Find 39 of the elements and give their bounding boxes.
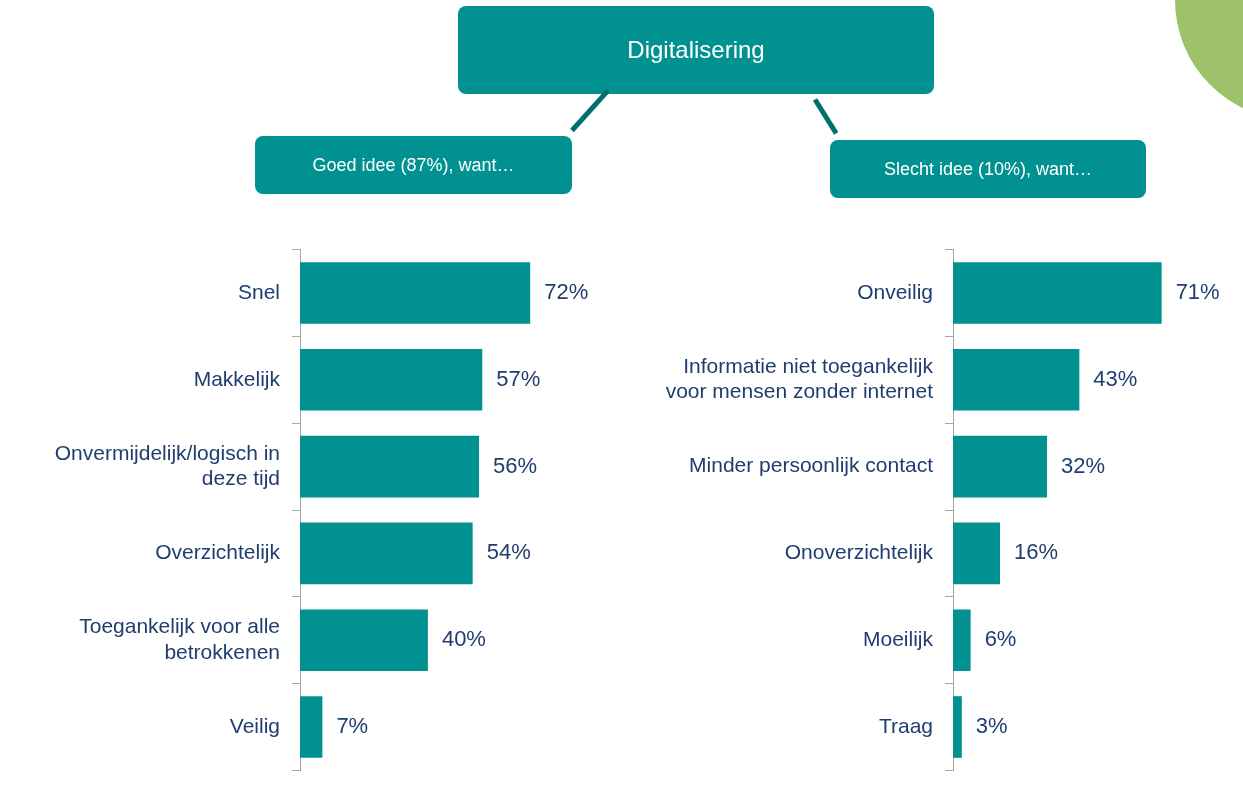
data-label: 43%: [1093, 365, 1138, 391]
bar: [953, 609, 971, 672]
y-tick-label: Snel: [237, 279, 280, 303]
chart-subtitle: Slecht idee (10%), want…: [830, 140, 1146, 198]
bar: [953, 348, 1080, 411]
y-tick-label: Traag: [878, 713, 933, 737]
y-tick-label: Onoverzichtelijk: [784, 540, 934, 564]
data-label: 16%: [1014, 539, 1059, 565]
y-tick-label: Makkelijk: [193, 366, 281, 390]
chart-subtitle: Goed idee (87%), want…: [255, 136, 572, 194]
data-label: 56%: [493, 452, 538, 478]
bar: [300, 609, 428, 672]
y-tick-label: Moeilijk: [862, 627, 934, 650]
data-label: 54%: [486, 539, 531, 565]
data-label: 3%: [975, 713, 1008, 739]
bar: [300, 522, 473, 585]
data-label: 32%: [1061, 452, 1106, 478]
bar: [953, 435, 1048, 498]
data-label: 6%: [984, 626, 1017, 652]
data-label: 7%: [336, 713, 369, 739]
y-tick-label: Toegankelijk voor alle betrokkenen: [79, 614, 280, 663]
y-tick-label: Informatie niet toegankelijk voor mensen zonder internet: [665, 354, 934, 403]
bar: [953, 522, 1001, 585]
bar: [953, 696, 962, 758]
bar: [953, 262, 1162, 324]
y-tick-label: Minder persoonlijk contact: [689, 453, 934, 477]
y-tick-label: Onvermijdelijk/logisch in deze tijd: [54, 440, 280, 489]
bar: [300, 696, 323, 758]
data-label: 71%: [1175, 279, 1220, 305]
y-tick-label: Veilig: [229, 713, 280, 737]
bar: [300, 262, 531, 324]
data-label: 57%: [496, 365, 541, 391]
bar: [300, 348, 483, 411]
y-tick-label: Overzichtelijk: [155, 540, 281, 564]
text: Digitalisering: [458, 6, 934, 94]
bar: [300, 435, 480, 498]
data-label: 40%: [441, 626, 486, 652]
y-tick-label: Onveilig: [857, 279, 933, 303]
data-label: 72%: [544, 279, 589, 305]
